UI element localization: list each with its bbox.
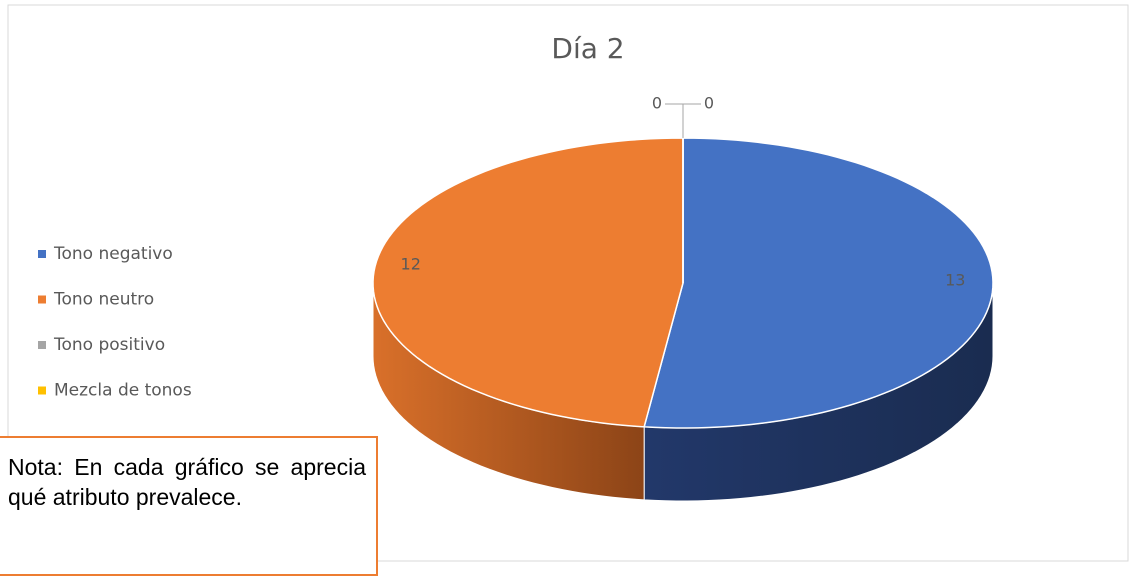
leader-line (665, 103, 684, 138)
legend-swatch (38, 386, 46, 395)
data-label: 0 (652, 94, 662, 113)
data-label: 12 (401, 254, 421, 273)
chart-frame (7, 4, 1129, 562)
legend-label: Tono neutro (53, 290, 154, 310)
legend-label: Tono negativo (53, 244, 173, 264)
slice (372, 137, 684, 428)
legend-swatch (38, 341, 46, 349)
chart-title: Día 2 (551, 32, 624, 65)
leader-line (682, 103, 701, 138)
legend-swatch (38, 295, 46, 304)
legend-label: Mezcla de tonos (54, 381, 192, 401)
legend-swatch (38, 250, 46, 258)
slice (643, 137, 994, 429)
data-label: 13 (945, 271, 965, 290)
data-label: 0 (704, 94, 714, 113)
note: Nota: En cada gráfico se aprecia qué atr… (0, 436, 378, 576)
legend-label: Tono positivo (53, 335, 165, 355)
